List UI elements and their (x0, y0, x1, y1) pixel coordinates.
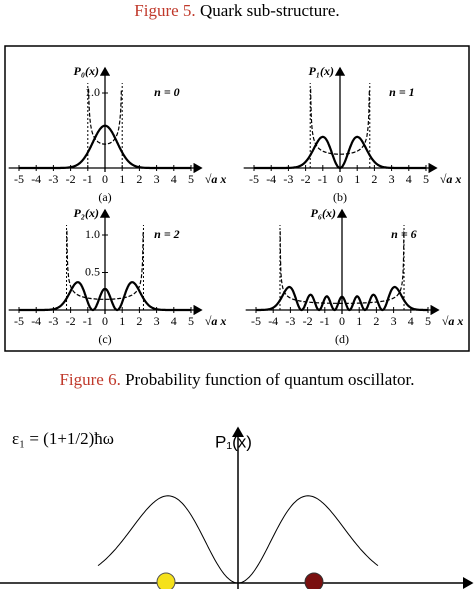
x-tick-label: -5 (14, 172, 24, 186)
state-label: n = 1 (389, 85, 415, 99)
x-tick-label: -2 (66, 172, 76, 186)
figure6-caption: Figure 6. Probability function of quantu… (59, 370, 414, 389)
x-tick-label: -5 (14, 314, 24, 328)
figure-frame (4, 45, 470, 352)
x-tick-label: -1 (83, 314, 93, 328)
figure5-caption: Figure 5. Quark sub-structure. (134, 1, 339, 20)
x-tick-label: -3 (283, 172, 293, 186)
x-tick-label: -1 (83, 172, 93, 186)
x-tick-label: -4 (266, 172, 276, 186)
caption-text: Probability function of quantum oscillat… (125, 370, 414, 389)
x-tick-label: -4 (31, 172, 41, 186)
y-axis-label: P₀(x) (73, 64, 99, 78)
classical-curve (279, 230, 405, 304)
x-tick-label: 3 (389, 172, 395, 186)
x-tick-label: 1 (354, 172, 360, 186)
y-axis-label: P₁(x) (308, 64, 334, 78)
y-axis-label: P₆(x) (310, 206, 336, 220)
figure-label: Figure 5. (134, 1, 195, 20)
axis-label: √a x (440, 172, 462, 186)
particle (304, 572, 324, 589)
classical-curve (87, 88, 123, 145)
x-tick-label: 1 (356, 314, 362, 328)
x-tick-label: 5 (425, 314, 431, 328)
x-tick-label: 5 (423, 172, 429, 186)
x-tick-label: -3 (285, 314, 295, 328)
state-label: n = 0 (154, 85, 180, 99)
y-tick-label: 0.5 (85, 264, 100, 278)
x-tick-label: -1 (320, 314, 330, 328)
x-tick-label: 1 (119, 314, 125, 328)
x-tick-label: 0 (339, 314, 345, 328)
energy-formula: ε₁ = (1+1/2)ħω (12, 429, 114, 448)
axis-label: P₁(x) (215, 432, 252, 451)
axis-label: √a x (205, 314, 227, 328)
x-tick-label: -2 (66, 314, 76, 328)
particle (156, 572, 176, 589)
classical-curve (66, 230, 144, 300)
x-tick-label: -3 (48, 172, 58, 186)
x-tick-label: -1 (318, 172, 328, 186)
probability-curve (97, 495, 379, 584)
x-tick-label: -4 (268, 314, 278, 328)
x-tick-label: -4 (31, 314, 41, 328)
x-tick-label: 2 (136, 172, 142, 186)
x-tick-label: 1 (119, 172, 125, 186)
x-tick-label: 2 (136, 314, 142, 328)
x-tick-label: 4 (171, 172, 177, 186)
x-tick-label: 2 (371, 172, 377, 186)
state-label: n = 2 (154, 227, 180, 241)
y-tick-label: 1.0 (85, 227, 100, 241)
x-tick-label: 5 (188, 314, 194, 328)
x-tick-label: 3 (154, 314, 160, 328)
x-tick-label: -2 (303, 314, 313, 328)
y-axis-label: P₂(x) (73, 206, 99, 220)
caption-text: Quark sub-structure. (200, 1, 340, 20)
x-tick-label: 4 (171, 314, 177, 328)
quantum-curve (19, 281, 191, 312)
y-tick-label: 1.0 (85, 85, 100, 99)
quantum-curve (254, 135, 426, 170)
panel-tag: (b) (333, 190, 347, 204)
x-tick-label: 0 (102, 172, 108, 186)
x-tick-label: 3 (391, 314, 397, 328)
panel-tag: (a) (98, 190, 111, 204)
x-tick-label: 4 (406, 172, 412, 186)
panel-tag: (d) (335, 332, 349, 346)
x-tick-label: 0 (337, 172, 343, 186)
x-tick-label: -5 (249, 172, 259, 186)
axis-label: √a x (442, 314, 464, 328)
panel-tag: (c) (98, 332, 111, 346)
quantum-curve (19, 124, 191, 170)
x-tick-label: -2 (301, 172, 311, 186)
x-tick-label: 3 (154, 172, 160, 186)
x-tick-label: 0 (102, 314, 108, 328)
x-tick-label: 2 (373, 314, 379, 328)
x-tick-label: -5 (251, 314, 261, 328)
figure-label: Figure 6. (59, 370, 120, 389)
classical-curve (310, 88, 370, 155)
x-tick-label: 5 (188, 172, 194, 186)
axis-label: √a x (205, 172, 227, 186)
x-tick-label: -3 (48, 314, 58, 328)
x-tick-label: 4 (408, 314, 414, 328)
